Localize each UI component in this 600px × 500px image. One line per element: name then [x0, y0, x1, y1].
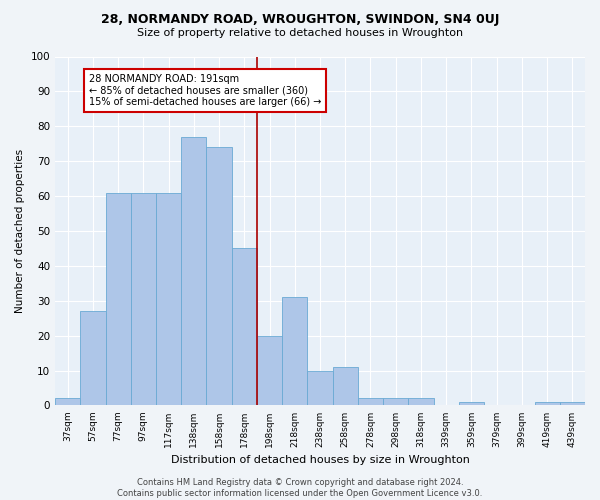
Bar: [55, 398, 80, 406]
Text: 28 NORMANDY ROAD: 191sqm
← 85% of detached houses are smaller (360)
15% of semi-: 28 NORMANDY ROAD: 191sqm ← 85% of detach…: [89, 74, 322, 107]
Bar: [282, 298, 307, 406]
Bar: [535, 402, 560, 406]
Y-axis label: Number of detached properties: Number of detached properties: [15, 149, 25, 313]
Text: Contains HM Land Registry data © Crown copyright and database right 2024.
Contai: Contains HM Land Registry data © Crown c…: [118, 478, 482, 498]
Text: 28, NORMANDY ROAD, WROUGHTON, SWINDON, SN4 0UJ: 28, NORMANDY ROAD, WROUGHTON, SWINDON, S…: [101, 12, 499, 26]
Bar: [257, 336, 282, 406]
Bar: [232, 248, 257, 406]
Text: Size of property relative to detached houses in Wroughton: Size of property relative to detached ho…: [137, 28, 463, 38]
Bar: [358, 398, 383, 406]
X-axis label: Distribution of detached houses by size in Wroughton: Distribution of detached houses by size …: [170, 455, 469, 465]
Bar: [80, 311, 106, 406]
Bar: [307, 370, 332, 406]
Bar: [383, 398, 409, 406]
Bar: [156, 192, 181, 406]
Bar: [181, 137, 206, 406]
Bar: [409, 398, 434, 406]
Bar: [459, 402, 484, 406]
Bar: [131, 192, 156, 406]
Bar: [206, 147, 232, 406]
Bar: [560, 402, 585, 406]
Bar: [106, 192, 131, 406]
Bar: [332, 367, 358, 406]
